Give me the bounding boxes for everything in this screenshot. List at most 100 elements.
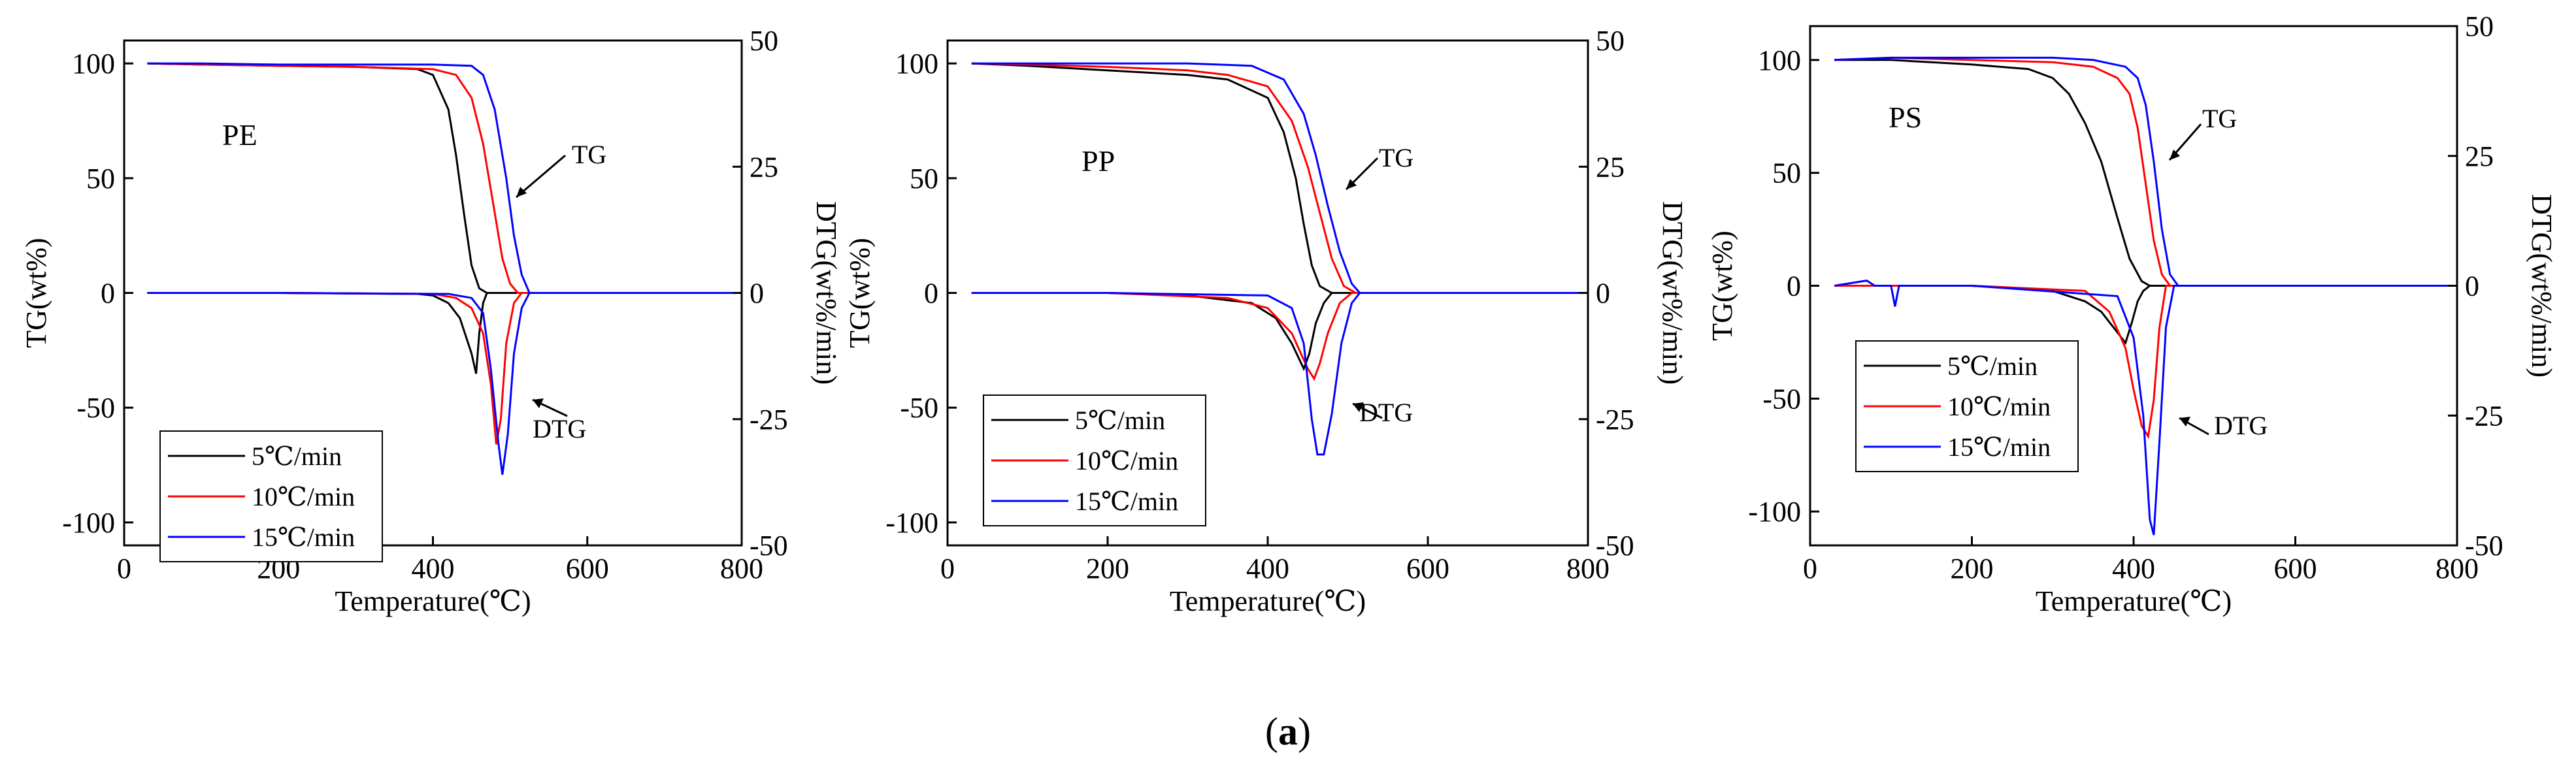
tg-annotation: TG xyxy=(2202,104,2237,133)
y-axis-title: TG(wt%) xyxy=(844,238,876,348)
tg-line-1 xyxy=(971,62,1588,294)
legend: 5℃/min 10℃/min 15℃/min xyxy=(1855,340,2079,472)
y-tick-label: 0 xyxy=(101,278,115,310)
chart-panel-ps: 0 200 400 600 800 100 50 0 -50 -100 50 25 0 -25 -50 Tem… xyxy=(1706,10,2558,617)
x-tick-label: 800 xyxy=(1566,553,1610,585)
dtg-line-2 xyxy=(971,292,1588,381)
legend-label-3: 15℃/min xyxy=(1075,487,1178,516)
dtg-line-3 xyxy=(1834,280,2457,536)
x-axis-title: Temperature(℃) xyxy=(1170,585,1366,617)
dtg-annotation: DTG xyxy=(2214,411,2268,440)
caption-letter: a xyxy=(1278,710,1298,753)
panel-label: PP xyxy=(1082,144,1115,178)
tg-annotation: TG xyxy=(572,140,606,169)
caption-open: ( xyxy=(1265,710,1278,753)
x-tick-label: 0 xyxy=(1803,553,1817,585)
dtg-line-3 xyxy=(971,292,1588,456)
dtg-annotation: DTG xyxy=(1359,398,1413,427)
y-tick-label: -50 xyxy=(1762,383,1801,415)
y2-tick-label: -25 xyxy=(750,404,788,436)
y-tick-label: 0 xyxy=(1787,270,1801,302)
panel-label: PE xyxy=(222,118,257,152)
caption-close: ) xyxy=(1298,710,1311,753)
dtg-arrow-head xyxy=(1353,402,1364,412)
y-tick-label: -100 xyxy=(885,507,938,539)
y2-tick-label: 50 xyxy=(2465,10,2494,42)
dtg-arrow-head xyxy=(2179,417,2190,426)
legend: 5℃/min 10℃/min 15℃/min xyxy=(159,430,383,562)
x-tick-label: 600 xyxy=(1406,553,1449,585)
tg-line-1 xyxy=(147,62,742,294)
y2-tick-label: 25 xyxy=(2465,140,2494,172)
tg-arrow xyxy=(516,154,566,199)
y2-axis-title: DTG(wt%/min) xyxy=(810,201,842,385)
tg-annotation: TG xyxy=(1379,143,1413,172)
y-tick-label: -100 xyxy=(1748,496,1801,528)
dtg-line-1 xyxy=(971,292,1588,372)
x-tick-label: 600 xyxy=(2274,553,2317,585)
y2-axis-title: DTG(wt%/min) xyxy=(1657,201,1689,385)
y-tick-label: -100 xyxy=(62,507,115,539)
y2-tick-label: 50 xyxy=(750,25,778,57)
x-axis-title: Temperature(℃) xyxy=(335,585,531,617)
legend-label-1: 5℃/min xyxy=(1947,351,2038,381)
dtg-annotation: DTG xyxy=(533,414,586,443)
y2-tick-label: 0 xyxy=(1596,278,1610,310)
tg-line-3 xyxy=(971,62,1588,294)
dtg-line-2 xyxy=(147,292,742,445)
y-tick-label: 50 xyxy=(1772,157,1801,189)
y2-tick-label: -50 xyxy=(750,530,788,562)
chart-panel-pp: 0 200 400 600 800 100 50 0 -50 -100 50 25 0 -25 -50 Tem… xyxy=(844,25,1689,617)
y2-axis-title: DTG(wt%/min) xyxy=(2526,194,2558,378)
legend-label-3: 15℃/min xyxy=(1947,432,2051,462)
y-tick-label: -50 xyxy=(900,392,938,424)
dtg-arrow-head xyxy=(533,398,544,408)
y2-tick-label: 50 xyxy=(1596,25,1625,57)
tg-line-2 xyxy=(1834,56,2457,287)
legend-label-2: 10℃/min xyxy=(1075,446,1178,475)
x-tick-label: 0 xyxy=(117,553,131,585)
chart-panel-pe: 0 200 400 600 800100500-50-10050250-25-50Tem… xyxy=(20,25,842,617)
tg-line-3 xyxy=(1834,56,2457,287)
tg-line-2 xyxy=(147,62,742,294)
figure-caption: (a) xyxy=(1265,710,1311,753)
legend-label-1: 5℃/min xyxy=(1075,406,1165,435)
y2-tick-label: 0 xyxy=(2465,270,2479,302)
x-tick-label: 200 xyxy=(1951,553,1994,585)
dtg-line-1 xyxy=(1834,285,2457,346)
dtg-line-3 xyxy=(147,292,742,475)
y-axis-title: TG(wt%) xyxy=(1706,231,1738,341)
x-axis-title: Temperature(℃) xyxy=(2036,585,2232,617)
x-tick-label: 0 xyxy=(940,553,955,585)
y-tick-label: 100 xyxy=(1758,44,1801,76)
y-tick-label: -50 xyxy=(76,392,115,424)
panel-label: PS xyxy=(1889,101,1922,134)
tg-arrow-head xyxy=(2170,150,2180,160)
panels: 0 200 400 600 800 100 50 0 -50 -100 50 25 0 -25 -50 Tem… xyxy=(20,10,2558,617)
legend-label-2: 10℃/min xyxy=(252,482,355,511)
y2-tick-label: 25 xyxy=(1596,151,1625,183)
x-tick-label: 600 xyxy=(566,553,609,585)
y2-tick-label: -50 xyxy=(1596,530,1634,562)
x-tick-label: 400 xyxy=(412,553,455,585)
x-tick-label: 400 xyxy=(1246,553,1289,585)
tg-line-2 xyxy=(971,62,1588,294)
tg-line-1 xyxy=(1834,59,2457,287)
dtg-line-2 xyxy=(1834,285,2457,440)
tg-line-3 xyxy=(147,62,742,294)
legend-label-1: 5℃/min xyxy=(252,442,342,471)
y-tick-label: 50 xyxy=(910,163,938,195)
x-tick-label: 200 xyxy=(1086,553,1129,585)
legend-label-3: 15℃/min xyxy=(252,523,355,552)
y2-tick-label: -25 xyxy=(2465,400,2503,432)
y-tick-label: 100 xyxy=(895,48,938,80)
legend-label-2: 10℃/min xyxy=(1947,392,2051,421)
tg-arrow-head xyxy=(1346,179,1357,189)
x-tick-label: 400 xyxy=(2112,553,2155,585)
y-tick-label: 0 xyxy=(924,278,938,310)
tg-arrow-head xyxy=(516,187,527,197)
y-axis-title: TG(wt%) xyxy=(20,238,52,348)
x-tick-label: 800 xyxy=(720,553,763,585)
y2-tick-label: 25 xyxy=(750,151,778,183)
